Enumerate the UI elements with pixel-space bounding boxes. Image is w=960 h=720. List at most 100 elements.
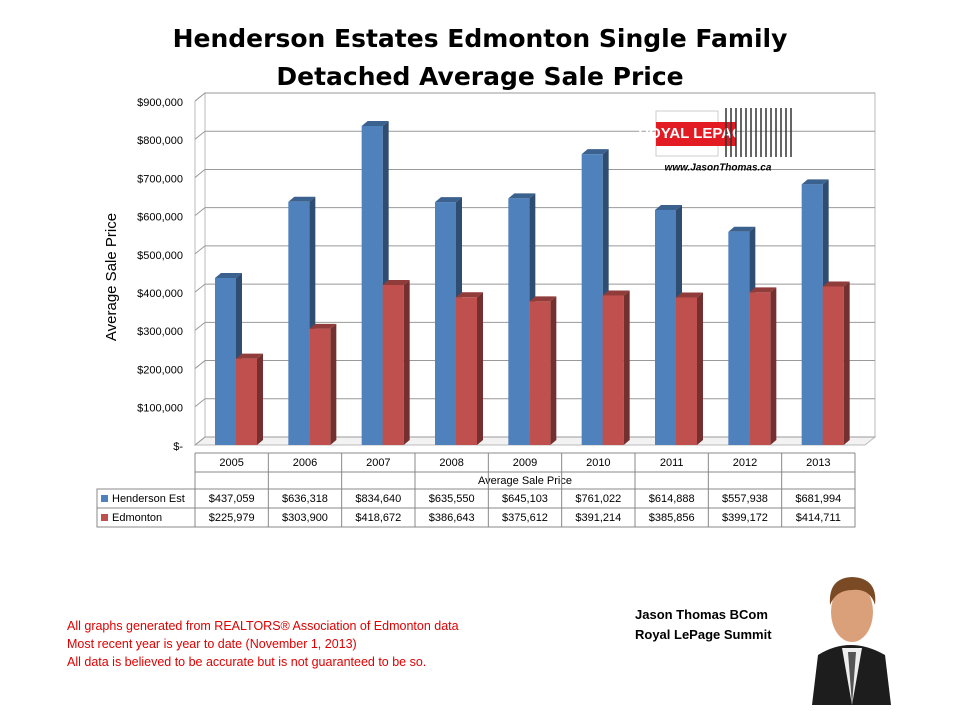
bar-top [749, 287, 777, 293]
x-tick-label: 2009 [513, 457, 537, 469]
bar [236, 358, 257, 445]
logo-url: www.JasonThomas.ca [665, 163, 772, 174]
x-tick-label: 2010 [586, 457, 610, 469]
bar [728, 231, 750, 445]
agent-name: Jason Thomas BCom [635, 607, 768, 622]
bar-top [508, 193, 536, 199]
x-tick-label: 2011 [660, 457, 684, 469]
table-value: $386,643 [429, 512, 475, 524]
bar-top [822, 281, 850, 287]
x-tick-label: 2012 [733, 457, 757, 469]
bar-side [697, 292, 703, 445]
grid-line [194, 207, 875, 217]
bar [382, 284, 404, 445]
x-tick-label: 2005 [219, 457, 243, 469]
bar-top [288, 196, 316, 202]
bar-top [728, 226, 756, 232]
table-value: $303,900 [282, 512, 328, 524]
bar-side [257, 353, 263, 445]
logo-band [656, 122, 736, 146]
agent-company: Royal LePage Summit [635, 627, 772, 642]
table-value: $761,022 [575, 493, 621, 505]
bar-side [770, 287, 777, 445]
bar [309, 328, 331, 445]
bar-top [382, 279, 410, 285]
table-value: $557,938 [722, 493, 768, 505]
side-wall [194, 91, 206, 447]
grid-line [194, 436, 875, 446]
table-value: $385,856 [649, 512, 695, 524]
bar-top [602, 290, 630, 296]
x-tick-label: 2013 [806, 457, 830, 469]
logo: ROYAL LEPAGE www.JasonThomas.ca [638, 108, 792, 174]
bar-side [403, 279, 410, 445]
table-value: $418,672 [355, 512, 401, 524]
table-value: $834,640 [355, 493, 401, 505]
bar [749, 292, 771, 445]
footer-note: All data is believed to be accurate but … [67, 655, 427, 669]
legend-label: Henderson Est [112, 493, 185, 505]
photo-face [831, 582, 873, 642]
grid-line [194, 245, 875, 255]
bar-top [215, 272, 242, 278]
bar-side [623, 290, 630, 445]
table-value: $614,888 [649, 493, 695, 505]
bar [529, 301, 551, 445]
table-value: $636,318 [282, 493, 328, 505]
table-value: $681,994 [795, 493, 841, 505]
bar-side [843, 281, 850, 445]
y-tick-label: $500,000 [137, 250, 183, 262]
photo-hair [829, 577, 876, 605]
legend-swatch [101, 495, 108, 502]
bar-top [655, 204, 682, 210]
x-axis-title: Average Sale Price [478, 475, 572, 487]
table-value: $375,612 [502, 512, 548, 524]
bar-side [477, 292, 483, 445]
bar-top [676, 292, 703, 298]
table-value: $391,214 [575, 512, 621, 524]
y-tick-label: $200,000 [137, 364, 183, 376]
bar-top [361, 120, 389, 126]
x-tick-label: 2007 [366, 457, 390, 469]
y-tick-label: $900,000 [137, 97, 183, 109]
bar [676, 297, 697, 445]
y-tick-label: $300,000 [137, 326, 183, 338]
grid-line [194, 130, 875, 140]
y-tick-label: $700,000 [137, 173, 183, 185]
bar [288, 201, 310, 445]
y-tick-label: $- [173, 441, 183, 453]
bar [361, 125, 383, 445]
grid-line [194, 398, 875, 408]
x-tick-label: 2006 [293, 457, 317, 469]
bar-top [309, 323, 337, 329]
agent-photo [810, 577, 892, 705]
table-value: $225,979 [209, 512, 255, 524]
bar [508, 198, 530, 445]
table-value: $645,103 [502, 493, 548, 505]
table-value: $437,059 [209, 493, 255, 505]
grid-line [194, 92, 875, 102]
legend-label: Edmonton [112, 512, 162, 524]
bar-top [456, 292, 483, 298]
footer-note: Most recent year is year to date (Novemb… [67, 637, 357, 651]
y-tick-label: $600,000 [137, 212, 183, 224]
y-tick-label: $800,000 [137, 135, 183, 147]
logo-brand: ROYAL LEPAGE [638, 125, 754, 142]
photo-tie [848, 652, 856, 705]
bar [581, 154, 603, 445]
bar-top [435, 197, 462, 203]
bar [215, 277, 236, 445]
chart-title: Henderson Estates Edmonton Single Family… [172, 24, 788, 91]
grid-line [194, 321, 875, 331]
bar [456, 297, 477, 445]
logo-barcode [725, 108, 792, 157]
bar [801, 184, 823, 446]
bar-side [550, 296, 557, 445]
table-value: $414,711 [796, 512, 841, 524]
bar [655, 209, 676, 445]
y-axis-title: Average Sale Price [103, 213, 120, 341]
bar [822, 286, 844, 445]
table-value: $399,172 [722, 512, 768, 524]
y-tick-label: $400,000 [137, 288, 183, 300]
